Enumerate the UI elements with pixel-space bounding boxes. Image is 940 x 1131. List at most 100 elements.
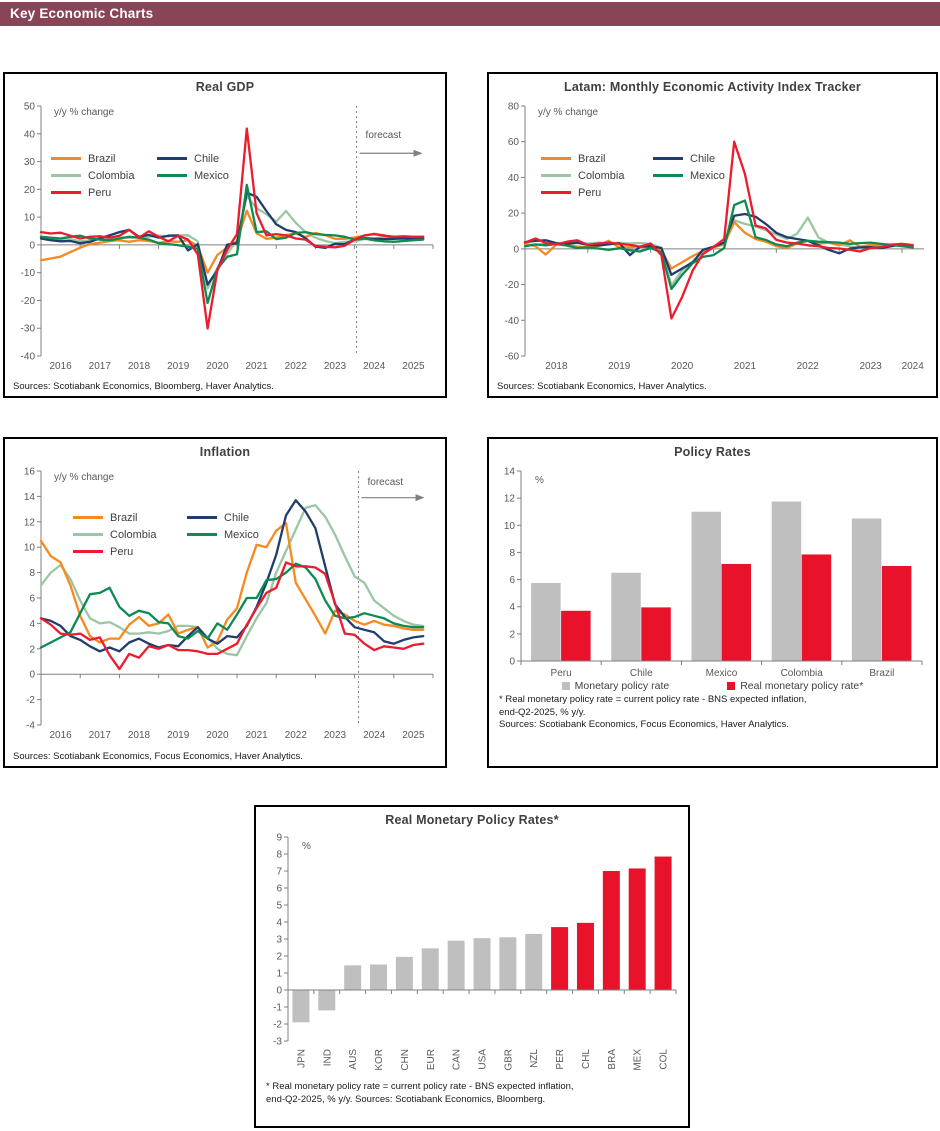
bar-col <box>654 856 672 990</box>
bar-chile-nominal <box>611 572 641 661</box>
legend-item-mexico: Mexico <box>157 170 229 182</box>
chart-title: Real GDP <box>195 80 255 94</box>
svg-text:EUR: EUR <box>426 1049 437 1070</box>
svg-text:-10: -10 <box>21 268 36 279</box>
svg-text:20: 20 <box>508 209 520 220</box>
svg-text:40: 40 <box>24 129 36 140</box>
legend-item-mexico: Mexico <box>653 170 725 182</box>
svg-text:USA: USA <box>478 1049 489 1070</box>
svg-text:2020: 2020 <box>206 361 229 372</box>
bar-mexico-nominal <box>691 511 721 661</box>
bar-peru-real <box>561 610 591 661</box>
svg-text:2022: 2022 <box>285 730 308 741</box>
svg-text:3: 3 <box>276 935 282 946</box>
legend-label: Chile <box>224 511 250 524</box>
bar-eur <box>421 948 439 990</box>
legend-label: Monetary policy rate <box>574 680 670 692</box>
legend-label: Colombia <box>578 169 625 182</box>
legend-item-chile: Chile <box>187 512 259 524</box>
unit-label: % <box>535 475 544 486</box>
svg-text:30: 30 <box>24 157 36 168</box>
footnote-line: end-Q2-2025, % y/y. Sources: Scotiabank … <box>266 1093 546 1105</box>
svg-text:KOR: KOR <box>374 1049 385 1071</box>
bar-bra <box>602 871 620 990</box>
svg-text:2024: 2024 <box>363 730 386 741</box>
policy-rates-plot: 0 2 4 6 8 10 12 14% Peru Chile Mexico Colombia Brazi… <box>504 467 923 679</box>
legend-label: Colombia <box>88 169 135 182</box>
svg-text:0: 0 <box>513 244 519 255</box>
legend-swatch <box>653 156 683 161</box>
legend: Brazil Chile Colombia Mexico Peru <box>51 150 229 201</box>
svg-text:12: 12 <box>24 517 36 528</box>
x-axis: JPN IND AUS KOR CHN EUR CAN USA GBR NZL PER CHL BRA M… <box>287 989 677 1071</box>
legend-label: Peru <box>88 186 112 199</box>
y-axis: -3 -2 -1 0 1 2 3 4 5 6 7 8 9 <box>273 833 289 1048</box>
bar-per <box>551 927 569 990</box>
svg-text:0: 0 <box>276 986 282 997</box>
legend: Brazil Chile Colombia Mexico Peru <box>73 509 259 560</box>
legend-swatch <box>51 190 81 195</box>
svg-text:60: 60 <box>508 137 520 148</box>
svg-text:Colombia: Colombia <box>781 668 824 679</box>
bar-colombia-real <box>801 554 832 661</box>
legend-swatch <box>73 515 103 520</box>
sources-note: Sources: Scotiabank Economics, Haver Ana… <box>497 381 707 392</box>
unit-label: y/y % change <box>538 107 598 118</box>
svg-text:-20: -20 <box>21 296 36 307</box>
svg-text:12: 12 <box>504 494 516 505</box>
series-line-peru <box>39 127 425 330</box>
legend-swatch <box>73 549 103 554</box>
legend-item-chile: Chile <box>157 153 229 165</box>
bar-peru-nominal <box>531 582 561 661</box>
svg-text:8: 8 <box>29 568 35 579</box>
svg-text:2016: 2016 <box>49 361 72 372</box>
legend-label: Mexico <box>690 169 725 182</box>
legend-label: Brazil <box>578 152 606 165</box>
legend-label: Peru <box>578 186 602 199</box>
svg-text:0: 0 <box>509 657 515 668</box>
bar-nzl <box>525 933 543 990</box>
bars <box>531 501 912 661</box>
legend-label: Mexico <box>194 169 229 182</box>
legend-item-brazil: Brazil <box>73 512 187 524</box>
legend-item-mexico: Mexico <box>187 529 259 541</box>
svg-text:2: 2 <box>509 629 515 640</box>
inflation-plot: -4 -2 0 2 4 6 8 10 12 14 16 2016 2017 2018 2019 2020 202… <box>24 467 434 741</box>
x-axis: 2018 2019 2020 2021 2022 2023 2024 <box>524 248 924 372</box>
bar-mex <box>628 868 646 990</box>
bars <box>292 856 672 1023</box>
svg-text:Brazil: Brazil <box>869 668 894 679</box>
svg-text:2020: 2020 <box>671 361 694 372</box>
series-line-brazil <box>39 521 425 649</box>
bar-chile-real <box>641 607 671 661</box>
legend-swatch <box>51 173 81 178</box>
legend-swatch <box>727 682 736 690</box>
footnote-line: end-Q2-2025, % y/y. <box>499 706 586 718</box>
legend-swatch <box>187 515 217 520</box>
legend-item-chile: Chile <box>653 153 725 165</box>
svg-text:-2: -2 <box>26 695 35 706</box>
series-line-peru <box>523 140 914 320</box>
legend-swatch <box>73 532 103 537</box>
sources-note: Sources: Scotiabank Economics, Focus Eco… <box>13 751 303 762</box>
svg-text:2019: 2019 <box>608 361 631 372</box>
real-rates-plot: -3 -2 -1 0 1 2 3 4 5 6 7 8 9% JPN IND AUS KOR CHN EUR CAN US… <box>273 833 677 1071</box>
legend-item-peru: Peru <box>51 187 157 199</box>
legend-item-brazil: Brazil <box>51 153 157 165</box>
chart-real-gdp: Real GDP -40 -30 -20 -10 0 10 20 30 40 50 2016 2017… <box>3 72 447 398</box>
svg-text:1: 1 <box>276 969 282 980</box>
legend-item-brazil: Brazil <box>541 153 653 165</box>
sources-note: Sources: Scotiabank Economics, Bloomberg… <box>13 381 274 392</box>
chart-real-monetary-policy-rates: Real Monetary Policy Rates* -3 -2 -1 0 1 2 3 4 5… <box>254 805 690 1128</box>
footnote-line: * Real monetary policy rate = current po… <box>499 694 807 705</box>
legend: Monetary policy rate Real monetary policy… <box>495 679 930 694</box>
svg-text:2018: 2018 <box>128 730 151 741</box>
svg-text:2017: 2017 <box>89 730 112 741</box>
bar-gbr <box>499 937 517 990</box>
series-line-mexico <box>523 199 914 291</box>
svg-text:14: 14 <box>504 467 516 478</box>
series-line-mexico <box>39 562 425 649</box>
legend-label: Brazil <box>110 511 138 524</box>
